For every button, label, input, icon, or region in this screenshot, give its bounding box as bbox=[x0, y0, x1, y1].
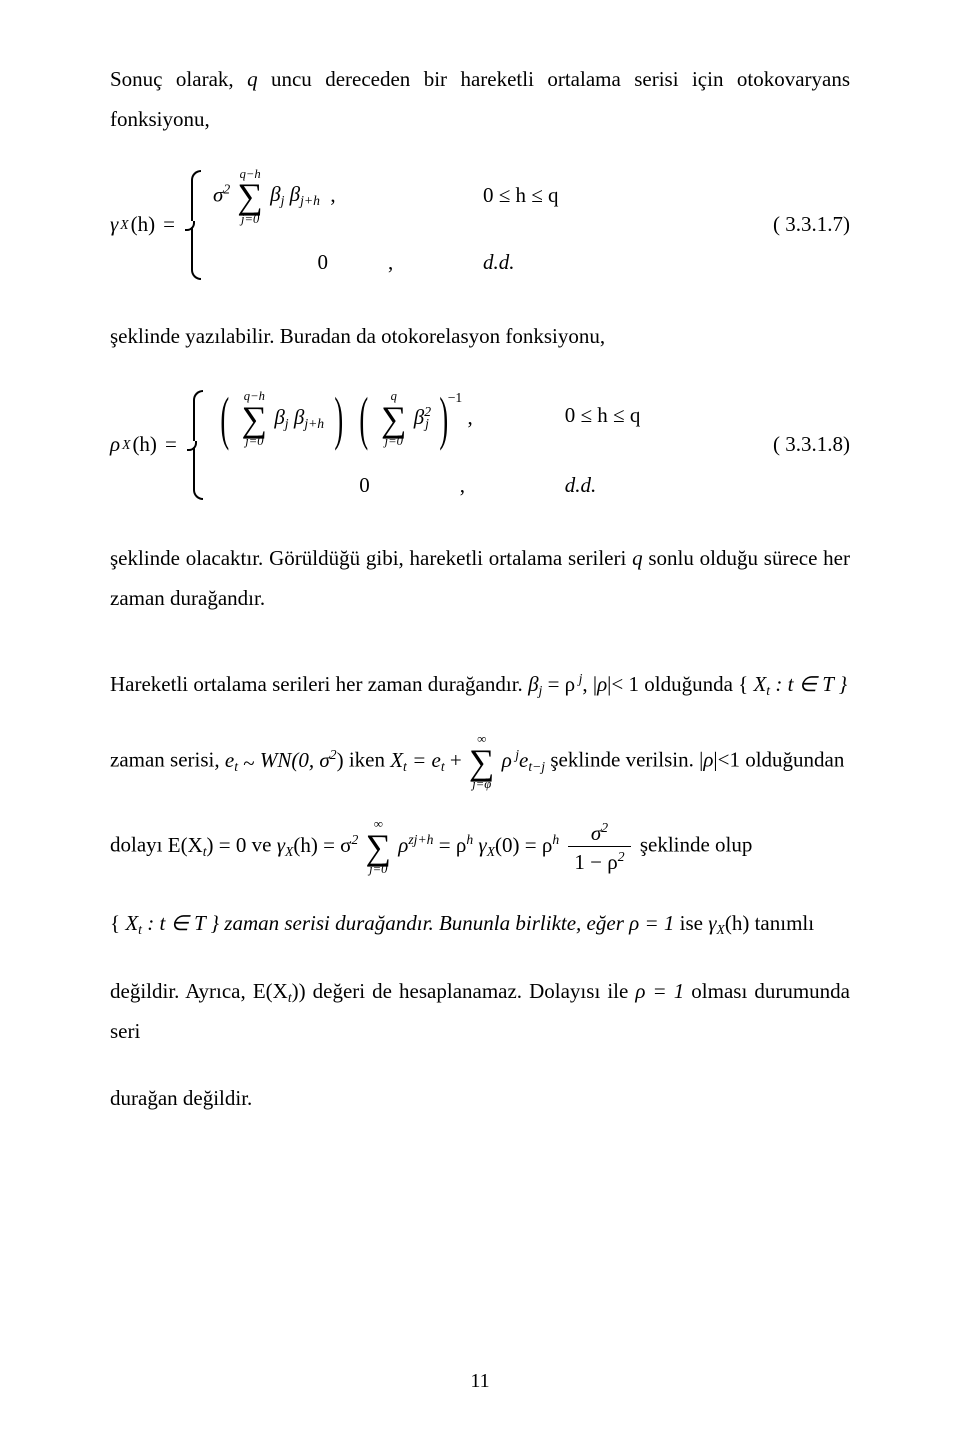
cases: σ2 q−h ∑ j=0 βj βj+h , 0 ≤ h ≤ q bbox=[213, 168, 603, 283]
text: değildir. Ayrıca, bbox=[110, 979, 253, 1003]
set-Xt: Xt bbox=[753, 672, 770, 696]
sup2: 2 bbox=[223, 181, 230, 196]
set-Xt-2: Xt bbox=[125, 911, 142, 935]
case-1: ( q−h ∑ j=0 βj βj+h ) ( q bbox=[215, 385, 685, 448]
text: , bbox=[582, 672, 593, 696]
text: şeklinde olacaktır. Görüldüğü gibi, hare… bbox=[110, 546, 632, 570]
EXt: E(Xt) bbox=[253, 979, 299, 1003]
text: Sonuç olarak, bbox=[110, 67, 247, 91]
fraction: σ2 1 − ρ2 bbox=[568, 820, 630, 874]
sigma: σ bbox=[213, 182, 223, 206]
set-cond: : t ∈ T } bbox=[770, 672, 847, 696]
cases: ( q−h ∑ j=0 βj βj+h ) ( q bbox=[215, 385, 685, 506]
equation-3-3-1-7: γX (h) = σ2 q−h ∑ j=0 βj bbox=[110, 168, 850, 283]
text: { bbox=[110, 911, 125, 935]
text: Hareketli ortalama serileri her zaman du… bbox=[110, 672, 528, 696]
eq-number: ( 3.3.1.7) bbox=[753, 205, 850, 245]
text: zaman serisi, bbox=[110, 748, 225, 772]
page-number: 11 bbox=[0, 1362, 960, 1400]
para-intro-autocov: Sonuç olarak, q uncu dereceden bir harek… bbox=[110, 60, 850, 140]
comma: , bbox=[388, 250, 393, 274]
abs-rho-2: |ρ| bbox=[699, 748, 718, 772]
sub-x: X bbox=[120, 212, 128, 238]
para-undefined-note: değildir. Ayrıca, E(Xt)) değeri de hesap… bbox=[110, 972, 850, 1052]
text: tanımlı bbox=[749, 911, 814, 935]
text: : t ∈ T } zaman serisi durağandır. Bunun… bbox=[142, 911, 629, 935]
para-expectation-gamma: dolayı E(Xt) = 0 ve γX(h) = σ2 ∞ ∑ j=0 ρ… bbox=[110, 818, 850, 875]
eq-number: ( 3.3.1.8) bbox=[753, 425, 850, 465]
beta-j2: β2j bbox=[414, 405, 429, 429]
equals: = bbox=[165, 425, 177, 465]
rho-eq-1: ρ = 1 bbox=[629, 911, 674, 935]
sym-gamma: γ bbox=[110, 205, 118, 245]
para-not-stationary: durağan değildir. bbox=[110, 1079, 850, 1119]
equation-3-3-1-8: ρX (h) = ( q−h ∑ j=0 βj bbox=[110, 385, 850, 506]
dd: d.d. bbox=[483, 243, 603, 283]
beta-j: βj bbox=[274, 405, 288, 429]
text: ve bbox=[246, 833, 276, 857]
sum4-icon: ∞ ∑ j=0 bbox=[366, 818, 391, 875]
condition-1: 0 ≤ h ≤ q bbox=[483, 176, 603, 216]
eq-body: γX (h) = σ2 q−h ∑ j=0 βj bbox=[110, 168, 753, 283]
left-brace bbox=[187, 170, 203, 280]
text: iken bbox=[344, 748, 391, 772]
equals: = bbox=[163, 205, 175, 245]
sum2-icon: q ∑ j=0 bbox=[381, 390, 406, 447]
beta-j: βj bbox=[270, 182, 284, 206]
text: ) değeri de hesaplanamaz. Dolayısı ile bbox=[299, 979, 636, 1003]
gamma-h-expr: γX(h) = σ2 ∞ ∑ j=0 ρzj+h = ρh γX(0) = ρh… bbox=[277, 833, 640, 857]
arg-h: (h) bbox=[132, 425, 157, 465]
sum-icon: q−h ∑ j=0 bbox=[237, 168, 262, 225]
sum3-icon: ∞ ∑ j=φ bbox=[469, 733, 494, 790]
sym-rho: ρ bbox=[110, 425, 120, 465]
case-2: 0 , d.d. bbox=[215, 466, 685, 506]
comma: , bbox=[467, 405, 472, 429]
text: < 1 olduğunda { bbox=[611, 672, 753, 696]
var-q: q bbox=[247, 67, 258, 91]
condition-1: 0 ≤ h ≤ q bbox=[565, 396, 685, 436]
abs-rho: |ρ| bbox=[593, 672, 612, 696]
beta-jh: βj+h bbox=[294, 405, 324, 429]
beta-jh: βj+h bbox=[290, 182, 320, 206]
para-autocorr-intro: şeklinde yazılabilir. Buradan da otokore… bbox=[110, 317, 850, 357]
text: dolayı bbox=[110, 833, 168, 857]
et-wn: et ~ WN(0, σ2) bbox=[225, 748, 344, 772]
beta-eq-rho: βj = ρ j bbox=[528, 672, 582, 696]
para-stationary-note: şeklinde olacaktır. Görüldüğü gibi, hare… bbox=[110, 539, 850, 619]
text: <1 olduğundan bbox=[718, 748, 845, 772]
comma: , bbox=[325, 182, 336, 206]
text: şeklinde verilsin. bbox=[550, 748, 699, 772]
para-ma-stationary: Hareketli ortalama serileri her zaman du… bbox=[110, 665, 850, 705]
left-brace bbox=[189, 390, 205, 500]
dd: d.d. bbox=[565, 466, 685, 506]
case-2: 0 , d.d. bbox=[213, 243, 603, 283]
text: ise bbox=[674, 911, 708, 935]
gamma-x-h: γX(h) bbox=[708, 911, 749, 935]
Xt-expansion: Xt = et + ∞ ∑ j=φ ρ jet−j bbox=[390, 748, 550, 772]
zero: 0 bbox=[275, 466, 455, 506]
comma: , bbox=[460, 473, 465, 497]
var-q: q bbox=[632, 546, 643, 570]
sub-x: X bbox=[122, 432, 130, 458]
para-series-def: zaman serisi, et ~ WN(0, σ2) iken Xt = e… bbox=[110, 733, 850, 790]
zero: 0 bbox=[263, 243, 383, 283]
exp-neg1: −1 bbox=[448, 390, 463, 405]
sum1-icon: q−h ∑ j=0 bbox=[242, 390, 267, 447]
arg-h: (h) bbox=[131, 205, 156, 245]
eq-body: ρX (h) = ( q−h ∑ j=0 βj bbox=[110, 385, 753, 506]
EXt-0: E(Xt) = 0 bbox=[168, 833, 247, 857]
rho-eq-1-b: ρ = 1 bbox=[635, 979, 684, 1003]
case-1: σ2 q−h ∑ j=0 βj βj+h , 0 ≤ h ≤ q bbox=[213, 168, 603, 225]
para-stationary-conclusion: { Xt : t ∈ T } zaman serisi durağandır. … bbox=[110, 904, 850, 944]
text: şeklinde olup bbox=[640, 833, 753, 857]
